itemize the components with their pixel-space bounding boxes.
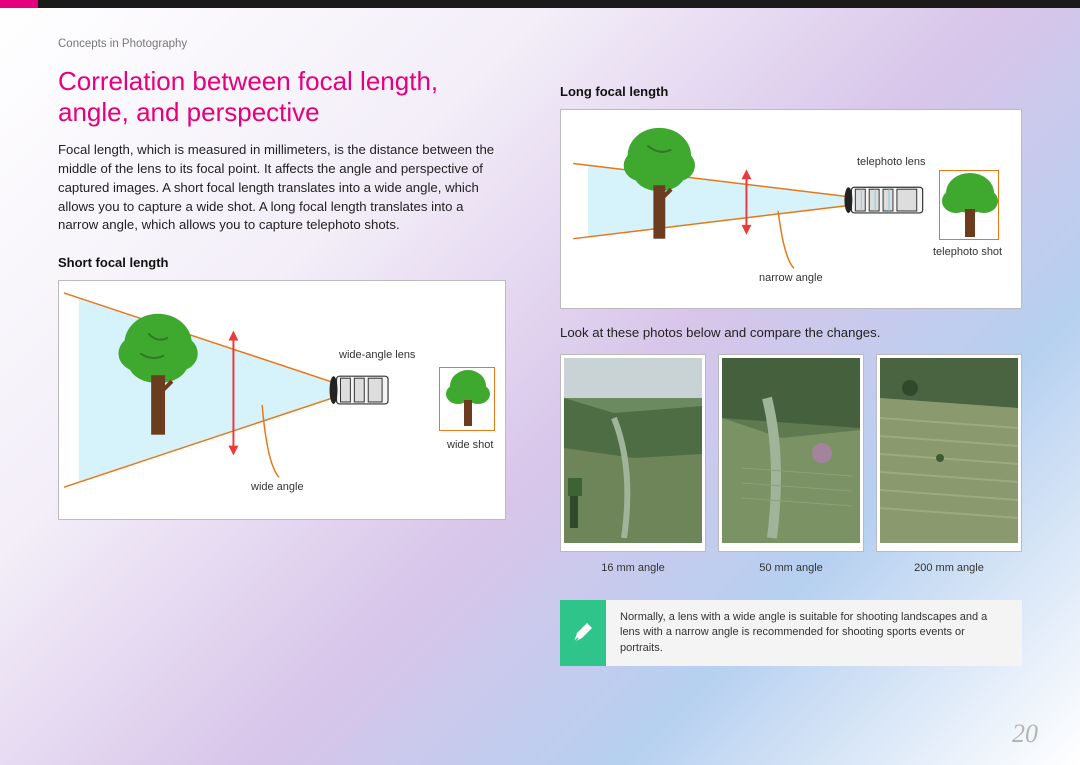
photo-16mm — [564, 358, 702, 543]
pen-icon — [560, 600, 606, 666]
long-focal-heading: Long focal length — [560, 84, 1022, 99]
page-title: Correlation between focal length, angle,… — [58, 66, 506, 127]
top-bar-accent — [0, 0, 38, 8]
intro-paragraph: Focal length, which is measured in milli… — [58, 141, 506, 235]
breadcrumb: Concepts in Photography — [58, 38, 506, 50]
tip-text: Normally, a lens with a wide angle is su… — [606, 600, 1022, 666]
left-column: Concepts in Photography Correlation betw… — [58, 38, 506, 765]
short-focal-diagram: wide-angle lens wide shot wide angle — [58, 280, 506, 520]
page-content: Concepts in Photography Correlation betw… — [0, 8, 1080, 765]
long-result-frame — [939, 170, 999, 240]
long-shot-label: telephoto shot — [933, 246, 1002, 258]
long-angle-label: narrow angle — [759, 272, 823, 284]
photo-row: 16 mm angle 50 mm angle — [560, 354, 1022, 574]
photo-item-16mm: 16 mm angle — [560, 354, 706, 574]
short-result-frame — [439, 367, 495, 431]
page-number: 20 — [1012, 719, 1038, 749]
short-lens-label: wide-angle lens — [339, 349, 415, 361]
top-bar — [0, 0, 1080, 8]
short-shot-label: wide shot — [447, 439, 493, 451]
right-column: Long focal length — [560, 38, 1022, 765]
long-lens-label: telephoto lens — [857, 156, 926, 168]
compare-text: Look at these photos below and compare t… — [560, 325, 1022, 340]
photo-caption-16mm: 16 mm angle — [560, 562, 706, 574]
short-focal-heading: Short focal length — [58, 255, 506, 270]
photo-item-200mm: 200 mm angle — [876, 354, 1022, 574]
photo-caption-200mm: 200 mm angle — [876, 562, 1022, 574]
photo-caption-50mm: 50 mm angle — [718, 562, 864, 574]
long-focal-diagram: telephoto lens telephoto shot narrow ang… — [560, 109, 1022, 309]
tip-box: Normally, a lens with a wide angle is su… — [560, 600, 1022, 666]
photo-200mm — [880, 358, 1018, 543]
short-angle-label: wide angle — [251, 481, 304, 493]
photo-50mm — [722, 358, 860, 543]
photo-item-50mm: 50 mm angle — [718, 354, 864, 574]
